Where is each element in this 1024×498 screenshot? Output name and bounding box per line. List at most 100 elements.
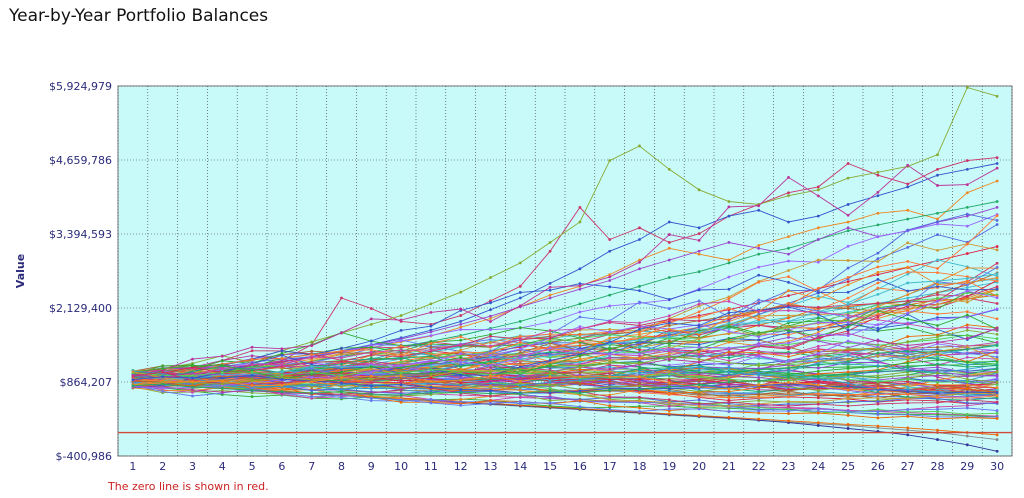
series-point bbox=[220, 379, 224, 383]
series-point bbox=[489, 349, 492, 353]
series-point bbox=[220, 390, 224, 394]
series-point bbox=[489, 317, 492, 320]
series-line bbox=[132, 371, 998, 407]
series-point bbox=[906, 293, 910, 296]
series-point bbox=[727, 400, 731, 404]
series-point bbox=[995, 373, 999, 377]
series-line bbox=[132, 286, 998, 381]
series-point bbox=[936, 365, 939, 369]
series-point bbox=[667, 233, 671, 236]
series-point bbox=[965, 416, 969, 419]
series-point bbox=[638, 387, 641, 391]
series-line bbox=[132, 381, 998, 436]
series-point bbox=[965, 375, 969, 378]
series-point bbox=[995, 214, 999, 218]
series-point bbox=[816, 372, 820, 376]
series-line bbox=[132, 369, 998, 386]
series-point bbox=[816, 383, 820, 387]
series-point bbox=[846, 373, 850, 376]
series-point bbox=[995, 205, 999, 209]
series-point bbox=[548, 380, 552, 384]
series-point bbox=[697, 407, 701, 411]
series-point bbox=[489, 364, 492, 367]
series-point bbox=[489, 308, 492, 312]
series-point bbox=[548, 281, 552, 285]
series-path bbox=[131, 163, 999, 377]
series-point bbox=[369, 374, 373, 378]
series-point bbox=[846, 162, 850, 165]
x-tick-label: 12 bbox=[454, 460, 468, 473]
x-axis-ticks: 1 2 3 4 5 6 7 8 9 10 11 12 13 14 15 16 17 18 19 20 21 22 23 24 2… bbox=[129, 460, 1004, 473]
series-point bbox=[995, 261, 999, 265]
series-point bbox=[846, 413, 850, 417]
series-point bbox=[518, 367, 522, 371]
series-point bbox=[995, 285, 999, 289]
series-point bbox=[936, 324, 939, 327]
series-point bbox=[876, 190, 880, 194]
series-point bbox=[638, 354, 641, 358]
series-point bbox=[876, 170, 880, 174]
series-point bbox=[429, 341, 433, 345]
x-tick-label: 18 bbox=[633, 460, 647, 473]
series-point bbox=[936, 358, 939, 362]
series-point bbox=[787, 176, 790, 179]
series-point bbox=[489, 377, 492, 381]
series-point bbox=[131, 384, 135, 388]
series-point bbox=[608, 404, 612, 408]
series-point bbox=[995, 166, 999, 170]
series-point bbox=[489, 370, 492, 374]
series-point bbox=[965, 281, 969, 285]
series-point bbox=[727, 327, 731, 331]
series-point bbox=[936, 413, 939, 417]
series-point bbox=[787, 289, 790, 293]
series-point bbox=[787, 412, 790, 415]
series-point bbox=[399, 360, 403, 364]
series-point bbox=[667, 370, 671, 373]
series-point bbox=[816, 407, 820, 411]
series-point bbox=[757, 331, 761, 334]
series-point bbox=[667, 317, 671, 321]
series-point bbox=[280, 347, 284, 351]
series-point bbox=[429, 356, 433, 360]
series-point bbox=[608, 378, 612, 382]
series-point bbox=[846, 290, 850, 294]
series-point bbox=[548, 391, 552, 395]
series-point bbox=[638, 238, 641, 241]
series-point bbox=[369, 370, 373, 374]
series-point bbox=[489, 276, 492, 279]
series-point bbox=[280, 390, 284, 394]
series-point bbox=[757, 409, 761, 413]
zero-line-note: The zero line is shown in red. bbox=[108, 480, 269, 493]
series-point bbox=[369, 399, 373, 403]
series-point bbox=[578, 282, 582, 286]
series-point bbox=[191, 394, 194, 398]
series-point bbox=[578, 378, 582, 382]
series-point bbox=[787, 389, 790, 393]
series-point bbox=[191, 374, 194, 377]
series-point bbox=[578, 344, 582, 347]
series-point bbox=[936, 374, 939, 377]
series-point bbox=[697, 368, 701, 372]
series-point bbox=[965, 360, 969, 364]
series-point bbox=[727, 200, 731, 203]
series-point bbox=[995, 358, 999, 361]
series-point bbox=[906, 382, 910, 386]
series-point bbox=[787, 319, 790, 323]
series-point bbox=[787, 280, 790, 284]
series-point bbox=[250, 363, 254, 366]
series-point bbox=[608, 273, 612, 277]
series-point bbox=[936, 410, 939, 413]
series-point bbox=[667, 321, 671, 325]
series-point bbox=[787, 379, 790, 382]
series-point bbox=[787, 246, 790, 250]
series-point bbox=[369, 360, 373, 363]
series-point bbox=[965, 355, 969, 359]
series-point bbox=[995, 248, 999, 252]
series-point bbox=[369, 384, 373, 388]
series-line bbox=[132, 289, 998, 383]
series-point bbox=[667, 358, 671, 361]
series-point bbox=[846, 313, 850, 317]
series-point bbox=[310, 395, 314, 399]
series-point bbox=[936, 378, 939, 382]
